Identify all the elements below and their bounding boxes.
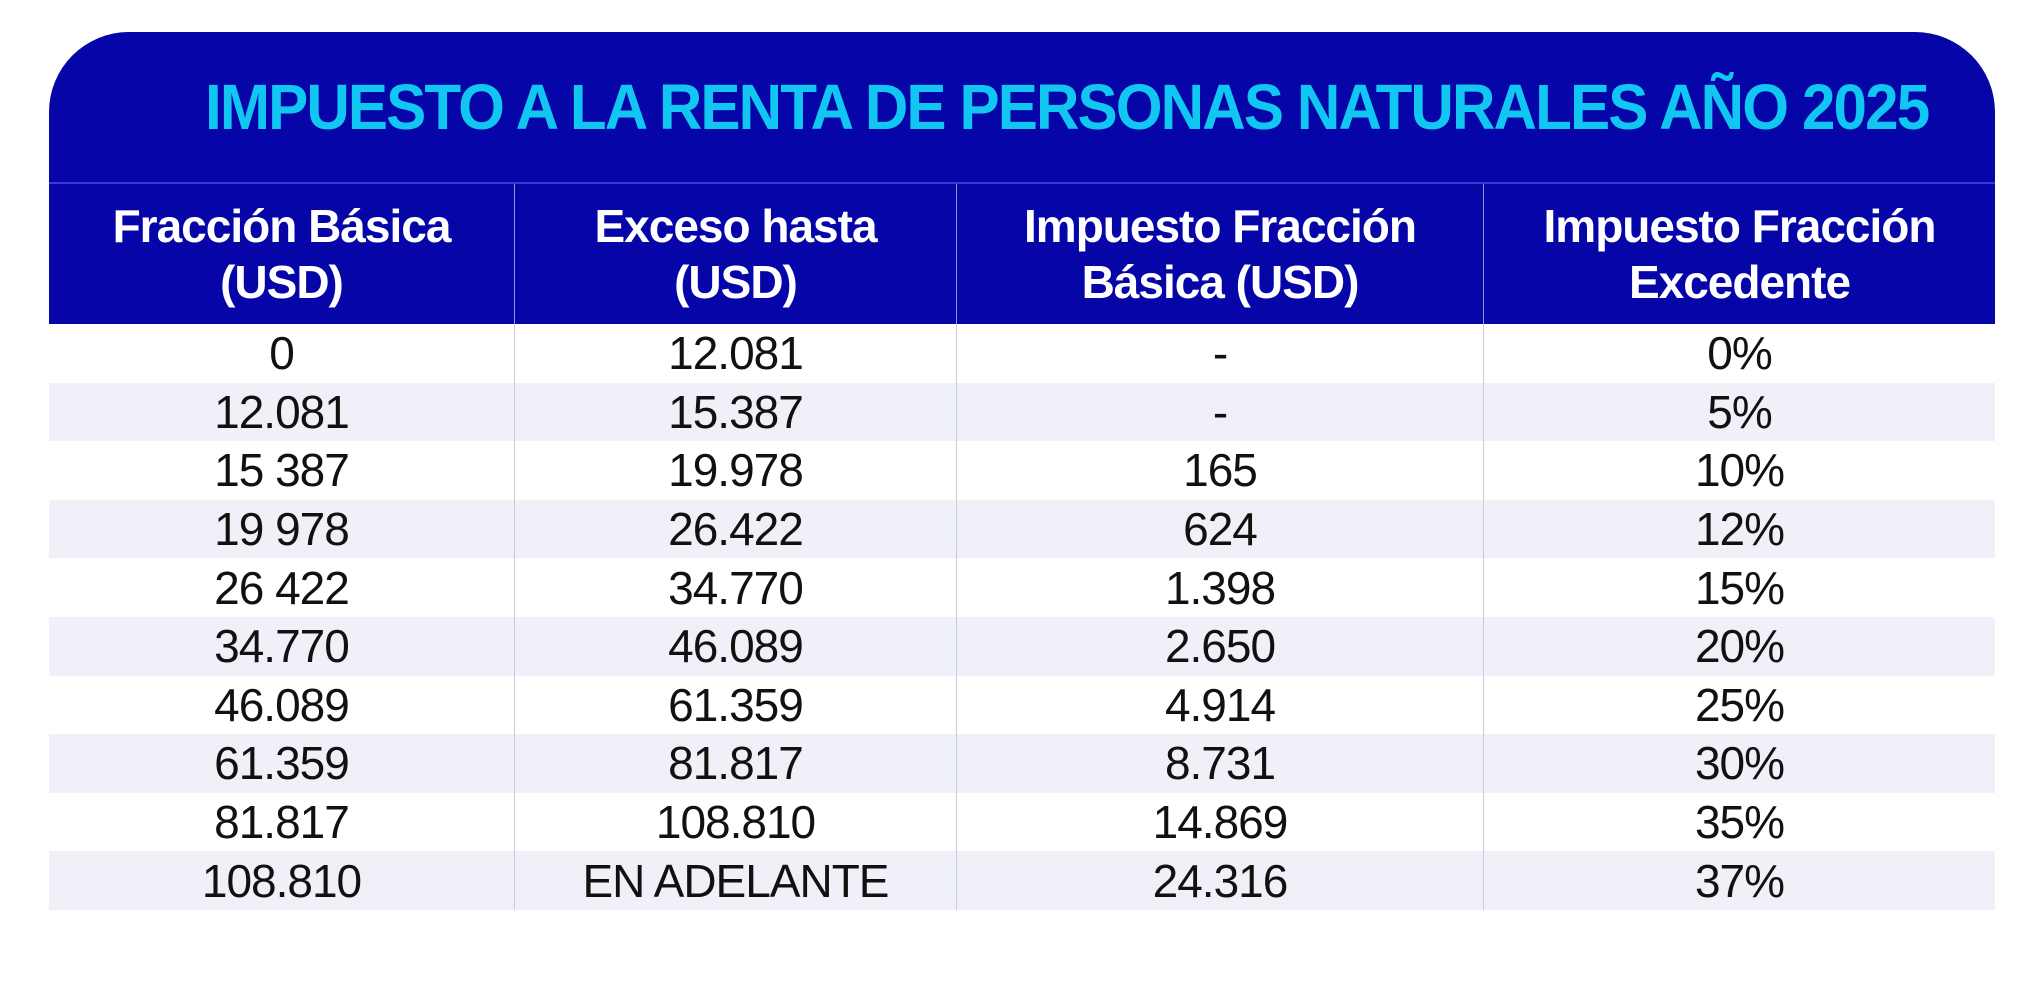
cell-impuesto-excedente: 37% [1694, 854, 1785, 907]
cell-fraccion-basica: 0 [49, 324, 515, 383]
cell-exceso-hasta: 19.978 [515, 441, 957, 500]
cell-impuesto-basica: 8.731 [957, 734, 1484, 793]
title-bar: IMPUESTO A LA RENTA DE PERSONAS NATURALE… [49, 32, 1995, 184]
table-row: 0 12.081 - 0% [49, 324, 1995, 383]
cell-exceso-hasta: 81.817 [515, 734, 957, 793]
cell-exceso-hasta: 26.422 [515, 499, 957, 559]
cell-exceso-hasta: EN ADELANTE [515, 851, 957, 910]
cell-impuesto-excedente: 10% [1694, 444, 1785, 497]
tax-table: IMPUESTO A LA RENTA DE PERSONAS NATURALE… [49, 32, 1995, 910]
cell-fraccion-basica: 46.089 [49, 675, 515, 735]
cell-impuesto-basica: 1.398 [957, 558, 1484, 617]
cell-fraccion-basica: 34.770 [49, 616, 515, 676]
cell-impuesto-excedente: 0% [1707, 327, 1772, 380]
cell-fraccion-basica: 15 387 [49, 441, 515, 500]
table-row: 12.081 15.387 - 5% [49, 382, 1995, 442]
cell-impuesto-basica: 165 [957, 441, 1484, 500]
header-impuesto-fraccion-basica: Impuesto Fracción Básica (USD) [957, 184, 1484, 324]
cell-impuesto-excedente: 15% [1694, 561, 1785, 614]
cell-impuesto-excedente: 35% [1694, 796, 1785, 849]
header-exceso-hasta: Exceso hasta (USD) [515, 184, 957, 324]
cell-impuesto-basica: 14.869 [957, 792, 1484, 852]
cell-fraccion-basica: 12.081 [49, 382, 515, 442]
header-fraccion-basica: Fracción Básica (USD) [49, 184, 515, 324]
cell-exceso-hasta: 15.387 [515, 382, 957, 442]
table-row: 81.817 108.810 14.869 35% [49, 792, 1995, 852]
table-body: 0 12.081 - 0% 12.081 15.387 - 5% 15 387 … [49, 324, 1995, 910]
cell-exceso-hasta: 46.089 [515, 616, 957, 676]
header-row: Fracción Básica (USD) Exceso hasta (USD)… [49, 184, 1995, 324]
header-impuesto-fraccion-excedente: Impuesto Fracción Excedente [1543, 200, 1937, 308]
cell-impuesto-basica: 4.914 [957, 675, 1484, 735]
table-row: 61.359 81.817 8.731 30% [49, 734, 1995, 793]
cell-impuesto-basica: 24.316 [957, 851, 1484, 910]
table-row: 26 422 34.770 1.398 15% [49, 558, 1995, 617]
cell-fraccion-basica: 19 978 [49, 499, 515, 559]
cell-exceso-hasta: 108.810 [515, 792, 957, 852]
table-row: 46.089 61.359 4.914 25% [49, 675, 1995, 735]
cell-impuesto-basica: 2.650 [957, 616, 1484, 676]
cell-fraccion-basica: 108.810 [49, 851, 515, 910]
cell-exceso-hasta: 34.770 [515, 558, 957, 617]
cell-exceso-hasta: 12.081 [515, 324, 957, 383]
table-row: 19 978 26.422 624 12% [49, 499, 1995, 559]
cell-impuesto-excedente: 5% [1707, 385, 1772, 438]
cell-impuesto-excedente: 30% [1694, 737, 1785, 790]
cell-impuesto-basica: 624 [957, 499, 1484, 559]
cell-impuesto-excedente: 25% [1694, 678, 1785, 731]
cell-fraccion-basica: 61.359 [49, 734, 515, 793]
cell-impuesto-excedente: 20% [1694, 620, 1785, 673]
cell-impuesto-basica: - [957, 382, 1484, 442]
cell-fraccion-basica: 26 422 [49, 558, 515, 617]
cell-impuesto-excedente: 12% [1694, 503, 1785, 556]
cell-impuesto-basica: - [957, 324, 1484, 383]
table-row: 34.770 46.089 2.650 20% [49, 616, 1995, 676]
table-row: 108.810 EN ADELANTE 24.316 37% [49, 851, 1995, 910]
table-row: 15 387 19.978 165 10% [49, 441, 1995, 500]
cell-fraccion-basica: 81.817 [49, 792, 515, 852]
table-title: IMPUESTO A LA RENTA DE PERSONAS NATURALE… [205, 71, 1930, 143]
cell-exceso-hasta: 61.359 [515, 675, 957, 735]
